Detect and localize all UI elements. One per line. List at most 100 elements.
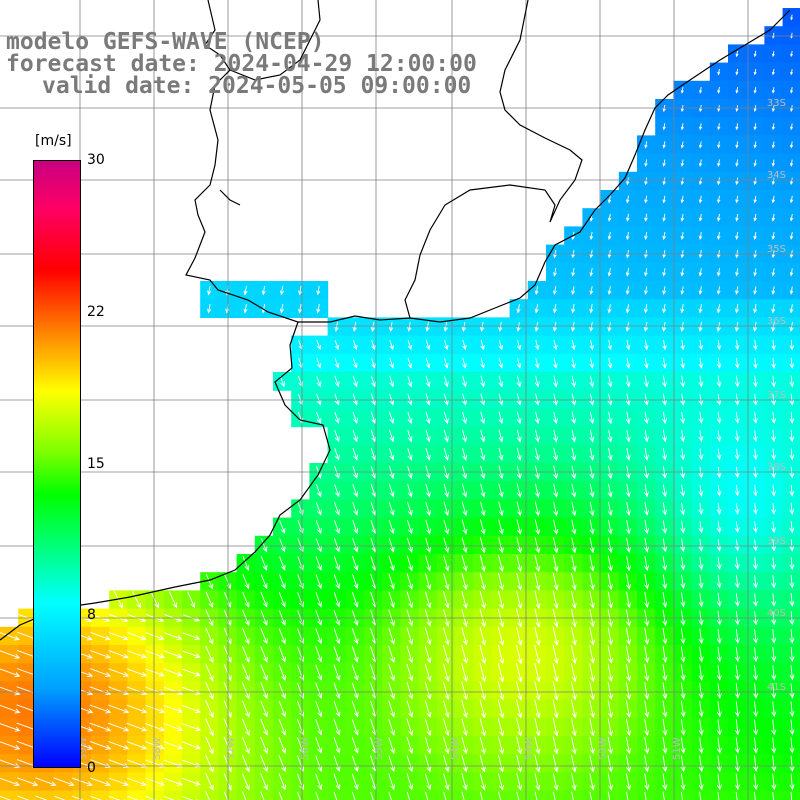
wind-arrow bbox=[789, 375, 795, 388]
wind-arrow bbox=[607, 268, 612, 277]
wind-arrow bbox=[534, 681, 541, 701]
wind-arrow bbox=[145, 668, 166, 677]
wind-arrow bbox=[589, 519, 595, 535]
wind-arrow bbox=[315, 520, 322, 535]
wind-arrow bbox=[388, 573, 395, 590]
wind-arrow bbox=[662, 195, 666, 204]
wind-arrow bbox=[680, 159, 685, 167]
wind-arrow bbox=[716, 231, 721, 241]
wind-arrow bbox=[607, 286, 612, 296]
wind-arrow bbox=[698, 321, 703, 333]
wind-arrow bbox=[607, 375, 613, 388]
wind-arrow bbox=[607, 339, 613, 351]
wind-arrow bbox=[278, 664, 286, 681]
wind-arrow bbox=[223, 754, 232, 773]
wind-arrow bbox=[734, 393, 740, 406]
wind-arrow bbox=[643, 429, 649, 443]
wind-arrow bbox=[644, 755, 650, 773]
wind-arrow bbox=[516, 357, 522, 369]
wind-arrow bbox=[334, 411, 340, 424]
wind-arrow bbox=[315, 755, 323, 772]
wind-arrow bbox=[771, 575, 777, 589]
wind-arrow bbox=[205, 663, 214, 682]
wind-arrow bbox=[370, 321, 376, 333]
lat-label: 38S bbox=[767, 462, 786, 473]
wind-arrow bbox=[515, 662, 523, 683]
wind-arrow bbox=[260, 556, 268, 571]
wind-arrow bbox=[789, 755, 795, 772]
wind-arrow bbox=[589, 773, 595, 791]
wind-arrow bbox=[571, 483, 577, 498]
wind-arrow bbox=[442, 627, 450, 646]
wind-arrow bbox=[662, 268, 666, 277]
wind-arrow bbox=[552, 663, 559, 683]
wind-arrow bbox=[625, 718, 632, 737]
wind-arrow bbox=[516, 429, 522, 443]
wind-arrow bbox=[552, 681, 559, 701]
wind-arrow bbox=[698, 737, 704, 754]
wind-arrow bbox=[771, 503, 777, 515]
wind-arrow bbox=[479, 519, 486, 535]
wind-arrow bbox=[461, 321, 467, 333]
wind-arrow bbox=[163, 668, 183, 677]
wind-arrow bbox=[223, 664, 232, 682]
wind-arrow bbox=[352, 447, 358, 461]
wind-arrow bbox=[334, 502, 340, 516]
wind-arrow bbox=[680, 304, 685, 314]
wind-arrow bbox=[163, 723, 184, 732]
wind-arrow bbox=[370, 393, 376, 406]
wind-arrow bbox=[644, 591, 650, 609]
wind-arrow bbox=[144, 704, 166, 714]
wind-arrow bbox=[552, 736, 559, 755]
model-title: modelo GEFS-WAVE (NCEP) bbox=[6, 29, 325, 55]
wind-arrow bbox=[753, 485, 758, 497]
wind-cell bbox=[127, 790, 147, 800]
wind-arrow bbox=[644, 573, 650, 590]
wind-arrow bbox=[789, 339, 795, 351]
wind-cell bbox=[91, 790, 110, 800]
wind-arrow bbox=[735, 231, 739, 241]
wind-arrow bbox=[443, 773, 450, 791]
wind-arrow bbox=[625, 447, 631, 461]
wind-arrow bbox=[698, 773, 704, 791]
wind-arrow bbox=[333, 755, 341, 772]
wind-arrow bbox=[752, 321, 758, 333]
wind-arrow bbox=[406, 573, 414, 590]
wind-arrow bbox=[497, 663, 505, 683]
wind-arrow bbox=[771, 430, 777, 443]
wind-arrow bbox=[333, 556, 341, 571]
wind-arrow bbox=[717, 68, 721, 76]
wind-arrow bbox=[680, 231, 685, 241]
wind-arrow bbox=[534, 447, 540, 462]
wind-cell bbox=[364, 790, 383, 800]
wind-arrow bbox=[626, 591, 632, 609]
wind-arrow bbox=[205, 736, 214, 755]
wind-arrow bbox=[589, 501, 595, 517]
wind-arrow bbox=[534, 411, 540, 425]
wind-arrow bbox=[717, 195, 721, 204]
wind-arrow bbox=[534, 286, 539, 296]
wind-arrow bbox=[205, 754, 214, 773]
wind-arrow bbox=[771, 539, 777, 552]
wind-arrow bbox=[771, 448, 777, 461]
lon-label: 58W bbox=[152, 737, 163, 760]
wind-arrow bbox=[181, 723, 202, 732]
wind-arrow bbox=[789, 484, 795, 497]
wind-arrow bbox=[516, 321, 521, 333]
wind-arrow bbox=[771, 701, 777, 718]
wind-arrow bbox=[662, 159, 666, 167]
wind-cell bbox=[746, 790, 765, 800]
wind-arrow bbox=[589, 573, 595, 591]
wind-arrow bbox=[181, 741, 202, 750]
wind-arrow bbox=[625, 573, 632, 590]
wind-arrow bbox=[607, 736, 614, 755]
wind-arrow bbox=[333, 737, 341, 754]
wind-arrow bbox=[589, 718, 595, 737]
wind-arrow bbox=[753, 701, 759, 718]
wind-arrow bbox=[790, 50, 793, 58]
wind-arrow bbox=[351, 664, 359, 681]
wind-arrow bbox=[698, 556, 704, 571]
wind-arrow bbox=[333, 628, 341, 645]
wind-arrow bbox=[182, 777, 201, 786]
wind-arrow bbox=[680, 195, 685, 204]
